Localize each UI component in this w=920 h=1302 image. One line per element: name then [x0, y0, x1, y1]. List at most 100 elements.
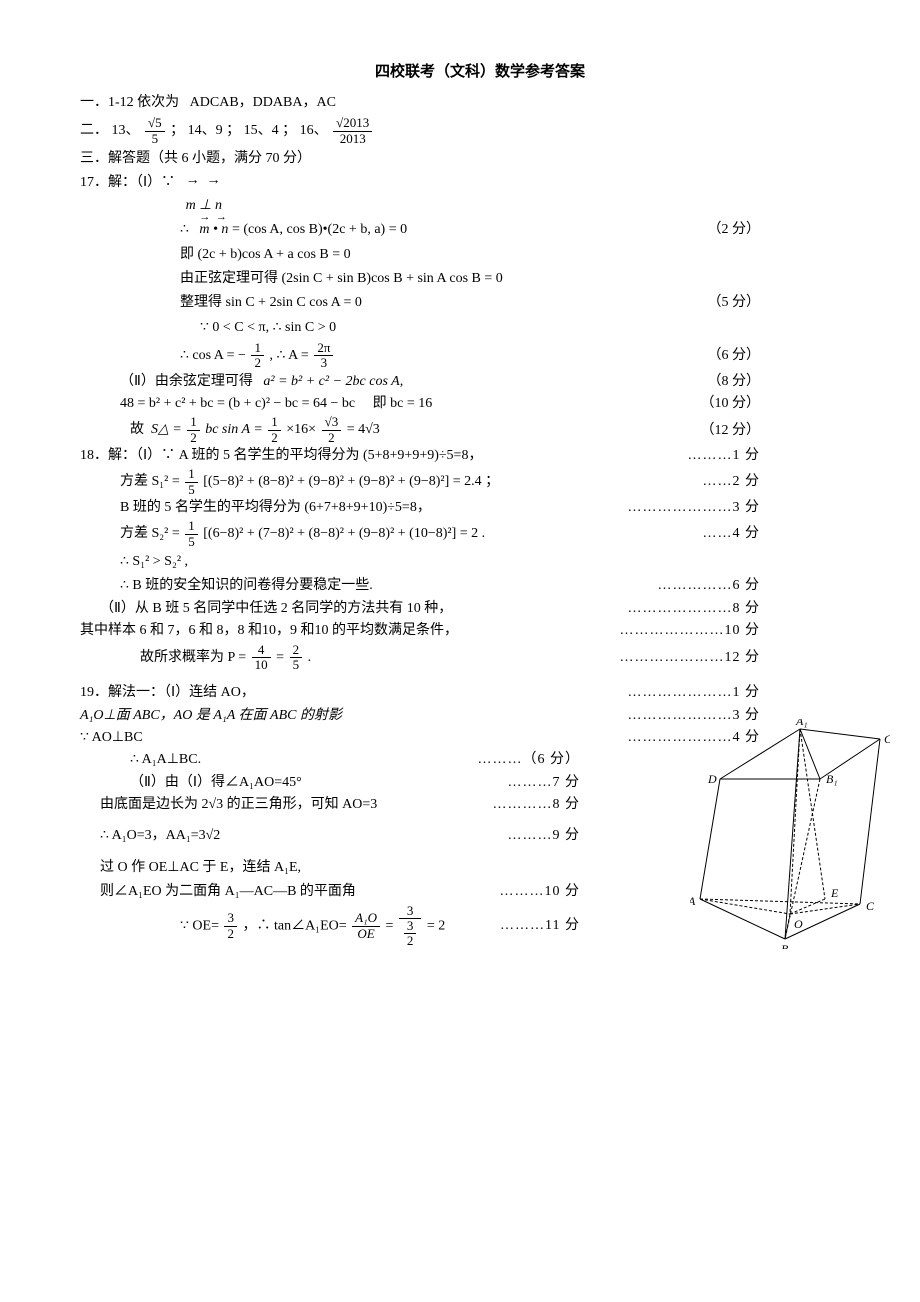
- q17-head: 17．解：（Ⅰ）∵: [80, 175, 175, 190]
- q17-l10: 故 S△ = 12 bc sin A = 12 ×16× √32 = 4√3 （…: [80, 415, 880, 445]
- q17-l2: ∴ → →m • n = (cos A, cos B)•(2c + b, a) …: [80, 219, 880, 241]
- page-title: 四校联考（文科）数学参考答案: [80, 60, 880, 84]
- nf: 32: [404, 919, 417, 949]
- q17-s5: （5 分）: [708, 292, 881, 314]
- n: 3: [224, 911, 237, 926]
- f: 12: [187, 415, 200, 445]
- d: 2: [224, 927, 237, 941]
- svg-text:A₁: A₁: [795, 719, 808, 728]
- q14-16: ； 14、9 ； 15、4 ； 16、: [170, 123, 328, 138]
- q17-l9: 48 = b² + c² + bc = (b + c)² − bc = 64 −…: [80, 393, 880, 415]
- n: 1: [187, 415, 200, 430]
- svg-text:C₁: C₁: [884, 732, 890, 746]
- q18-l9a: 故所求概率为 P =: [140, 650, 250, 665]
- q13-label: 13、: [112, 123, 140, 138]
- q18-l9c: .: [308, 650, 312, 665]
- q19-l4m: ∴ A₁A⊥BC.: [80, 749, 201, 771]
- f: 32: [224, 911, 237, 941]
- q17-l4: 由正弦定理可得 (2sin C + sin B)cos B + sin A co…: [80, 268, 880, 290]
- d: 2: [268, 431, 281, 445]
- q17-l5: 整理得 sin C + 2sin C cos A = 0 （5 分）: [80, 292, 880, 314]
- f: √32: [322, 415, 342, 445]
- q18-l3a: B 班的 5 名学生的平均得分为 (6+7+8+9+10)÷5=8，: [80, 497, 431, 519]
- nn: 3: [404, 919, 417, 934]
- q19-l10d: = 2: [427, 918, 445, 933]
- sec2-label: 二．: [80, 123, 108, 138]
- f: 12: [268, 415, 281, 445]
- q18-l4a: 方差 S₂² =: [120, 526, 183, 541]
- q18-l4b: [(6−8)² + (7−8)² + (8−8)² + (9−8)² + (10…: [203, 526, 485, 541]
- n: 4: [252, 643, 271, 658]
- q18-s2: ……2 分: [703, 471, 881, 493]
- q17-l9b: 即 bc = 16: [373, 396, 433, 411]
- q17-l8a: （Ⅱ）由余弦定理可得: [120, 374, 253, 389]
- f: 15: [185, 519, 198, 549]
- d: 3: [314, 356, 333, 370]
- f: A₁OOE: [352, 911, 380, 941]
- q17-f7b: 2π3: [314, 341, 333, 371]
- q18-s8: …………………10 分: [620, 620, 881, 642]
- n: √3: [322, 415, 342, 430]
- d: 5: [185, 483, 198, 497]
- q18-l4: 方差 S₂² = 15 [(6−8)² + (7−8)² + (8−8)² + …: [80, 519, 880, 549]
- f: 15: [185, 467, 198, 497]
- svg-text:A: A: [690, 894, 696, 908]
- d: 2: [322, 431, 342, 445]
- d: 2: [251, 356, 264, 370]
- f: 25: [290, 643, 303, 673]
- d: 2: [187, 431, 200, 445]
- q19-l1: 19．解法一：（Ⅰ）连结 AO， …………………1 分: [80, 682, 880, 704]
- q17-l7b: , ∴ A =: [269, 348, 312, 363]
- section-1: 一．1-12 依次为 ADCAB，DDABA，AC: [80, 92, 880, 114]
- q18-l2b: [(5−8)² + (8−8)² + (9−8)² + (9−8)² + (9−…: [203, 474, 499, 489]
- svg-text:C: C: [866, 899, 875, 913]
- q13-num: √5: [145, 116, 165, 131]
- q17-l7: ∴ cos A = − 12 , ∴ A = 2π3 （6 分）: [80, 341, 880, 371]
- q17-l10c: bc sin A =: [205, 423, 266, 438]
- q19-l5m: （Ⅱ）由（Ⅰ）得∠A₁AO=45°: [80, 772, 302, 794]
- q17-f7a: 12: [251, 341, 264, 371]
- sec1-label: 一．1-12 依次为: [80, 95, 179, 110]
- q18-l2a: 方差 S₁² =: [120, 474, 183, 489]
- q17-l9a: 48 = b² + c² + bc = (b + c)² − bc = 64 −…: [120, 396, 355, 411]
- q18-s7: …………………8 分: [628, 598, 881, 620]
- q19-l1m: 19．解法一：（Ⅰ）连结 AO，: [80, 682, 255, 704]
- section-2: 二． 13、 √55 ； 14、9 ； 15、4 ； 16、 √20132013: [80, 116, 880, 146]
- q17-l3: 即 (2c + b)cos A + a cos B = 0: [80, 244, 880, 266]
- q18-l7m: （Ⅱ）从 B 班 5 名同学中任选 2 名同学的方法共有 10 种，: [80, 598, 452, 620]
- d: 5: [185, 535, 198, 549]
- n: 1: [268, 415, 281, 430]
- q16-den: 2013: [333, 132, 372, 146]
- d: OE: [352, 927, 380, 941]
- prism-diagram: A₁C₁DB₁ACBOE: [690, 719, 890, 949]
- q19-l7m: ∴ A₁O=3，AA₁=3√2: [80, 825, 220, 847]
- q19-l10c: =: [385, 918, 393, 933]
- q18-l7: （Ⅱ）从 B 班 5 名同学中任选 2 名同学的方法共有 10 种， ………………: [80, 598, 880, 620]
- q19-l2m: A₁O⊥面 ABC，AO 是 A₁A 在面 ABC 的射影: [80, 705, 342, 727]
- q19-l9m: 则∠A₁EO 为二面角 A₁—AC—B 的平面角: [80, 881, 356, 903]
- q17-s2: （2 分）: [708, 219, 881, 241]
- svg-text:B₁: B₁: [826, 772, 838, 786]
- q18-l8: 其中样本 6 和 7，6 和 8，8 和10，9 和10 的平均数满足条件， ……: [80, 620, 880, 642]
- q18-s3: …………………3 分: [628, 497, 881, 519]
- q17-l6: ∵ 0 < C < π, ∴ sin C > 0: [80, 317, 880, 339]
- q19-l6m: 由底面是边长为 2√3 的正三角形，可知 AO=3: [80, 794, 377, 816]
- q18-l2: 方差 S₁² = 15 [(5−8)² + (8−8)² + (9−8)² + …: [80, 467, 880, 497]
- q18-l9: 故所求概率为 P = 410 = 25 . …………………12 分: [80, 643, 880, 673]
- q17-s7: （6 分）: [708, 345, 881, 367]
- q17-s10: （12 分）: [701, 420, 881, 442]
- section-3: 三．解答题（共 6 小题，满分 70 分）: [80, 148, 880, 170]
- q18-l1: 18．解：（Ⅰ）∵ A 班的 5 名学生的平均得分为 (5+8+9+9+9)÷5…: [80, 445, 880, 467]
- vec-mn: → →: [186, 173, 221, 188]
- n: 3: [399, 904, 422, 919]
- q17-l8: （Ⅱ）由余弦定理可得 a² = b² + c² − 2bc cos A, （8 …: [80, 371, 880, 393]
- q17-s9: （10 分）: [701, 393, 881, 415]
- q19-l3m: ∵ AO⊥BC: [80, 727, 143, 749]
- q17-l10e: = 4√3: [347, 423, 380, 438]
- q17-l10b: S△ =: [151, 423, 185, 438]
- q18-s9: …………………12 分: [620, 647, 881, 669]
- n: 1: [185, 467, 198, 482]
- q18-l5: ∴ S₁² > S₂² ,: [80, 551, 880, 573]
- d: 10: [252, 658, 271, 672]
- q17-l8b: a² = b² + c² − 2bc cos A,: [263, 374, 403, 389]
